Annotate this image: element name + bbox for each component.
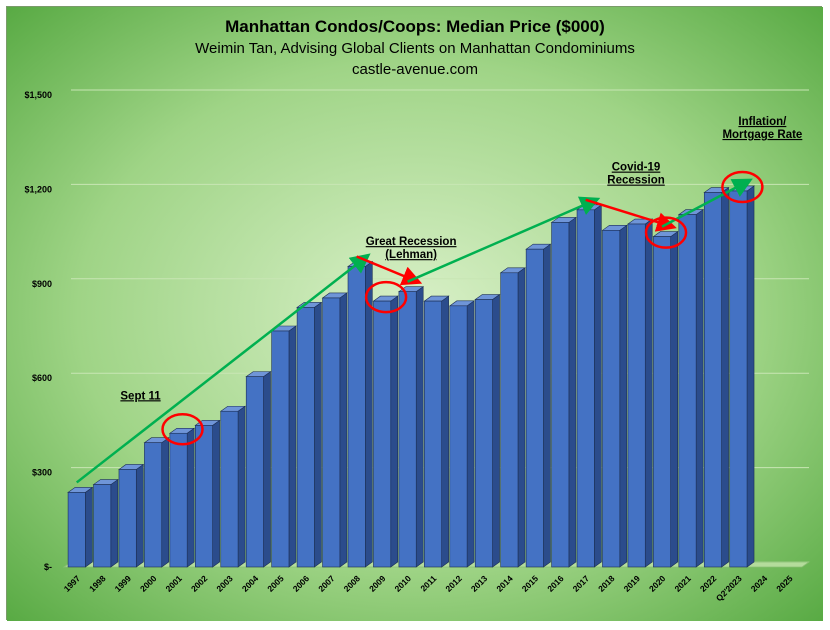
bar-2013	[474, 293, 501, 568]
bar-2017	[576, 204, 603, 568]
bar-2011	[423, 295, 450, 568]
annotation-label: Covid-19 Recession	[607, 162, 665, 187]
y-tick-label: $1,200	[24, 184, 52, 194]
y-axis-ticks: $- $300 $600 $900 $1,200 $1,500	[24, 90, 52, 572]
growth-arrow	[75, 253, 371, 484]
highlight-circle	[644, 216, 688, 249]
bar-1999	[118, 463, 145, 568]
bar-Q2'2023	[728, 185, 755, 568]
bar-2010	[397, 286, 425, 568]
decline-arrow	[585, 198, 677, 232]
bar-2007	[321, 292, 348, 568]
y-tick-label: $1,500	[24, 90, 52, 100]
bar-2018	[601, 224, 628, 568]
bar-2004	[245, 371, 272, 568]
y-tick-label: $600	[32, 373, 52, 383]
trend-arrows	[75, 178, 753, 484]
bar-2014	[499, 267, 526, 568]
y-tick-label: $300	[32, 468, 52, 478]
annotation-label: Great Recession (Lehman)	[366, 236, 457, 261]
highlight-circle	[721, 170, 764, 204]
y-tick-label: $900	[32, 279, 52, 289]
bar-2003	[219, 405, 247, 568]
bars	[67, 185, 755, 568]
bar-1997	[67, 486, 94, 568]
highlight-circle	[364, 280, 408, 314]
bar-2005	[270, 325, 297, 568]
bar-2001	[168, 427, 196, 568]
bar-2006	[296, 301, 323, 568]
chart-source: castle-avenue.com	[352, 61, 478, 78]
bar-2021	[677, 208, 705, 568]
y-tick-label: $-	[44, 562, 52, 572]
chart-subtitle: Weimin Tan, Advising Global Clients on M…	[195, 40, 635, 57]
bar-2022	[703, 186, 730, 568]
growth-arrow	[407, 196, 601, 283]
bar-2019	[626, 218, 654, 568]
annotations: Sept 11 Great Recession (Lehman) Covid-19 Re…	[120, 116, 802, 402]
bar-2000	[143, 437, 170, 568]
bar-2012	[448, 300, 476, 568]
chart-title: Manhattan Condos/Coops: Median Price ($0…	[225, 17, 605, 36]
bar-2002	[194, 419, 221, 568]
highlight-circles	[161, 170, 764, 446]
bar-2008	[347, 260, 374, 568]
bar-2020	[652, 231, 679, 568]
bar-chart: Manhattan Condos/Coops: Median Price ($0…	[7, 7, 823, 621]
chart-frame: Manhattan Condos/Coops: Median Price ($0…	[6, 6, 823, 621]
highlight-circle	[161, 413, 204, 446]
decline-arrow	[356, 255, 423, 286]
annotation-label: Sept 11	[120, 390, 161, 402]
annotation-label: Inflation/Mortgage Rate	[722, 116, 802, 141]
bar-2016	[550, 216, 577, 568]
bar-2009	[372, 295, 399, 568]
bar-1998	[92, 478, 119, 568]
bar-2015	[525, 243, 552, 568]
